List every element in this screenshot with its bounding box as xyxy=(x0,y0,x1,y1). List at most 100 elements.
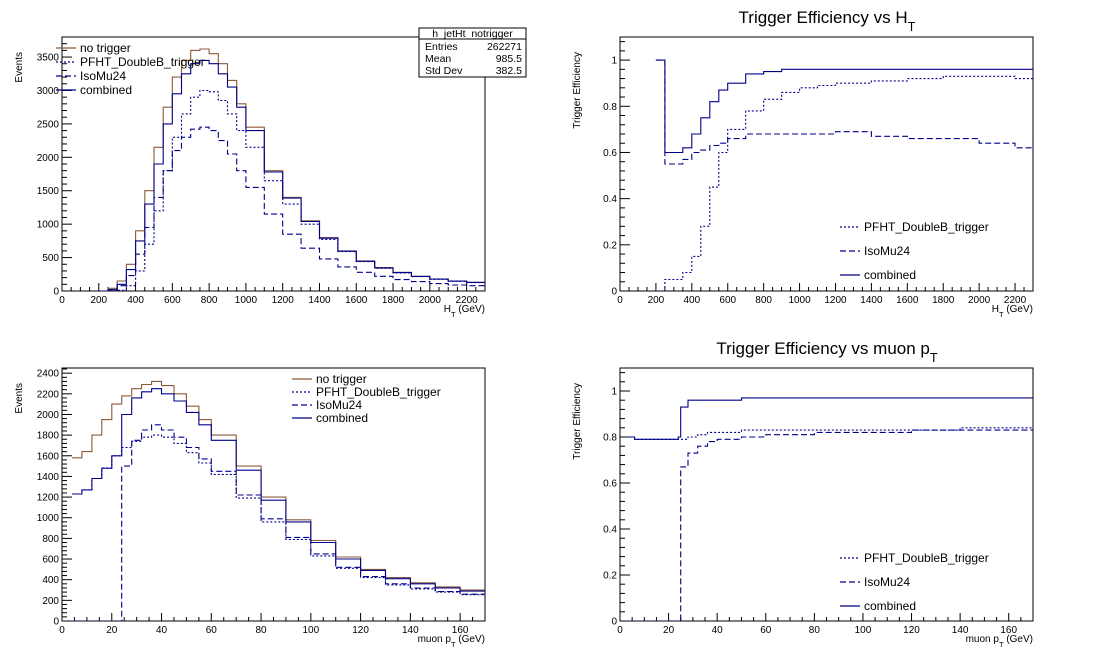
chart-panel-2: 0 200 400 600 800 1000 1200 1400 1600 1800 2000 220… xyxy=(572,8,1034,319)
y-tick-label: 200 xyxy=(42,596,59,607)
x-tick-label: 40 xyxy=(712,625,724,636)
x-tick-label: 160 xyxy=(452,625,469,636)
chart-title: Trigger Efficiency vs HT xyxy=(739,8,916,34)
y-axis-label: Trigger Efficiency xyxy=(572,52,583,129)
x-tick-label: 800 xyxy=(755,295,772,306)
series-line-isomu24 xyxy=(627,429,1033,621)
x-tick-label: 140 xyxy=(402,625,419,636)
y-tick-label: 2000 xyxy=(37,153,60,164)
x-axis-label: muon pT (GeV) xyxy=(418,634,485,649)
y-tick-label: 0 xyxy=(53,617,59,628)
x-tick-label: 0 xyxy=(617,295,623,306)
stats-value: 382.5 xyxy=(496,65,522,77)
series-line-isomu24 xyxy=(98,126,485,291)
x-tick-label: 2200 xyxy=(1004,295,1027,306)
legend-entry: PFHT_DoubleB_trigger xyxy=(316,385,441,399)
chart-panel-1: 0 200 400 600 800 1000 1200 1400 1600 1800 2000 220… xyxy=(14,27,527,319)
x-axis-label: muon pT (GeV) xyxy=(966,634,1033,649)
series-line-pfht-doubleb-trigger xyxy=(627,427,1033,440)
series-line-combined xyxy=(655,59,1033,154)
x-tick-label: 1600 xyxy=(345,295,368,306)
x-tick-label: 400 xyxy=(127,295,144,306)
y-tick-label: 600 xyxy=(42,555,59,566)
series-line-isomu24 xyxy=(655,59,1033,165)
legend-entry: combined xyxy=(80,83,132,97)
series-line-no-trigger xyxy=(98,48,485,291)
x-tick-label: 80 xyxy=(809,625,821,636)
x-tick-label: 0 xyxy=(59,625,65,636)
series-line-pfht-doubleb-trigger xyxy=(98,89,485,291)
legend-entry: no trigger xyxy=(316,372,367,386)
legend-entry: PFHT_DoubleB_trigger xyxy=(864,220,989,234)
x-tick-label: 60 xyxy=(206,625,218,636)
y-tick-label: 0.4 xyxy=(603,194,617,205)
stats-label: Mean xyxy=(425,53,451,65)
legend-entry: IsoMu24 xyxy=(864,244,910,258)
x-tick-label: 1200 xyxy=(272,295,295,306)
x-tick-label: 1400 xyxy=(860,295,883,306)
y-tick-label: 3500 xyxy=(37,53,60,64)
x-tick-label: 1800 xyxy=(382,295,405,306)
x-tick-label: 140 xyxy=(952,625,969,636)
x-tick-label: 40 xyxy=(156,625,168,636)
y-tick-label: 1000 xyxy=(37,513,60,524)
series-line-combined xyxy=(98,59,485,291)
x-tick-label: 2200 xyxy=(455,295,478,306)
series-line-combined xyxy=(72,388,485,594)
x-tick-label: 200 xyxy=(90,295,107,306)
legend-entry: IsoMu24 xyxy=(864,575,910,589)
x-tick-label: 600 xyxy=(719,295,736,306)
y-tick-label: 0 xyxy=(611,617,617,628)
series-line-combined xyxy=(627,397,1033,440)
x-tick-label: 1600 xyxy=(896,295,919,306)
y-tick-label: 1500 xyxy=(37,186,60,197)
x-tick-label: 0 xyxy=(617,625,623,636)
y-tick-label: 0 xyxy=(611,287,617,298)
x-tick-label: 60 xyxy=(760,625,772,636)
y-axis-label: Trigger Efficiency xyxy=(572,383,583,460)
x-tick-label: 200 xyxy=(648,295,665,306)
y-tick-label: 800 xyxy=(42,534,59,545)
y-tick-label: 2200 xyxy=(37,389,60,400)
y-tick-label: 0 xyxy=(53,287,59,298)
series-line-pfht-doubleb-trigger xyxy=(72,434,485,597)
y-tick-label: 1 xyxy=(611,56,617,67)
x-tick-label: 20 xyxy=(106,625,118,636)
legend-entry: combined xyxy=(316,411,368,425)
y-tick-label: 0.2 xyxy=(603,571,617,582)
x-tick-label: 1000 xyxy=(235,295,258,306)
y-tick-label: 1200 xyxy=(37,493,60,504)
y-tick-label: 0.6 xyxy=(603,148,617,159)
stats-title: h_jetHt_notrigger xyxy=(432,28,513,40)
series-line-pfht-doubleb-trigger xyxy=(655,73,1033,291)
y-axis-label: Events xyxy=(14,383,25,414)
y-tick-label: 3000 xyxy=(37,86,60,97)
chart-title: Trigger Efficiency vs muon pT xyxy=(716,339,938,365)
legend-entry: PFHT_DoubleB_trigger xyxy=(80,55,205,69)
y-tick-label: 1800 xyxy=(37,431,60,442)
x-tick-label: 100 xyxy=(855,625,872,636)
plot-frame xyxy=(619,367,1034,622)
stats-box xyxy=(418,27,527,78)
x-tick-label: 800 xyxy=(201,295,218,306)
x-tick-label: 1200 xyxy=(824,295,847,306)
stats-value: 262271 xyxy=(487,41,522,53)
y-tick-label: 1 xyxy=(611,387,617,398)
legend-entry: combined xyxy=(864,268,916,282)
y-tick-label: 1400 xyxy=(37,472,60,483)
y-tick-label: 500 xyxy=(42,253,59,264)
series-line-no-trigger xyxy=(72,380,485,593)
x-tick-label: 400 xyxy=(683,295,700,306)
legend-entry: IsoMu24 xyxy=(316,398,362,412)
y-axis-label: Events xyxy=(14,52,25,83)
y-tick-label: 2500 xyxy=(37,119,60,130)
stats-label: Entries xyxy=(425,41,458,53)
x-axis-label: HT (GeV) xyxy=(444,304,485,319)
y-tick-label: 0.6 xyxy=(603,479,617,490)
y-tick-label: 2400 xyxy=(37,369,60,380)
y-tick-label: 2000 xyxy=(37,410,60,421)
legend-entry: no trigger xyxy=(80,41,131,55)
legend-entry: PFHT_DoubleB_trigger xyxy=(864,551,989,565)
y-tick-label: 0.8 xyxy=(603,102,617,113)
